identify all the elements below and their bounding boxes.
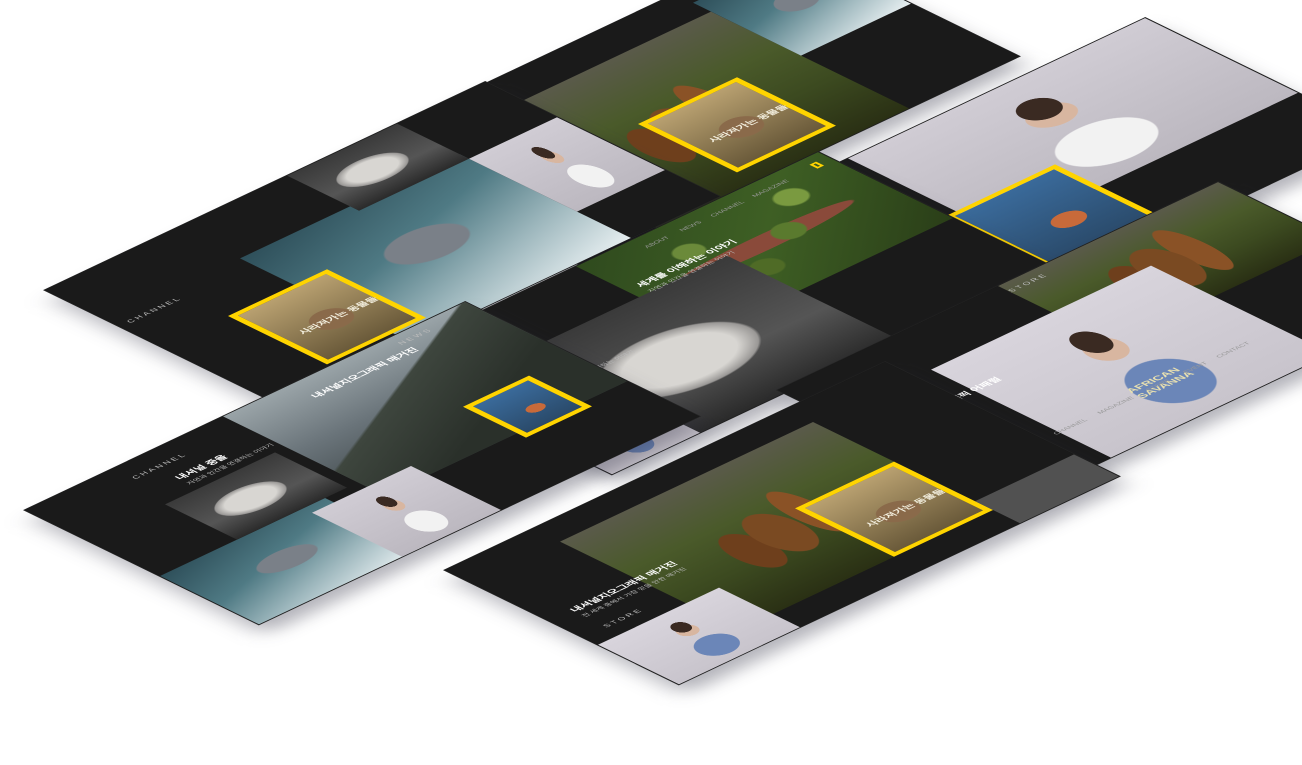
magazine-cover-text: 사라져가는 동물들	[296, 295, 381, 336]
magazine-cover-text: 사라져가는 동물들	[863, 488, 948, 529]
magazine-cover-text: 사라져가는 동물들	[706, 103, 791, 144]
